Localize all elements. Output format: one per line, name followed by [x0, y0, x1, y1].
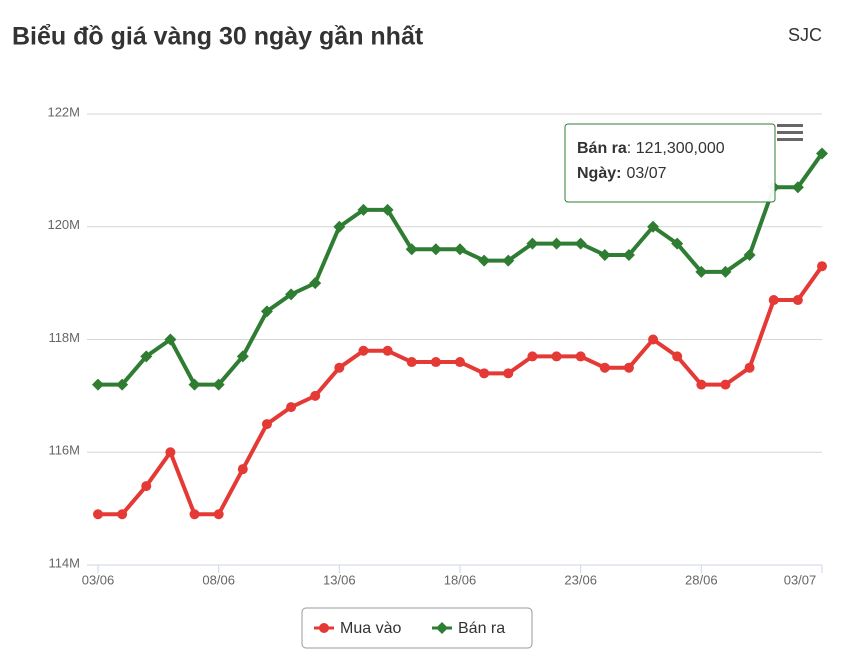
point — [744, 362, 755, 373]
x-tick-label: 13/06 — [323, 572, 356, 587]
tooltip-series: Bán ra — [577, 140, 627, 157]
point — [455, 357, 465, 368]
tooltip-line: Ngày: 03/07 — [577, 165, 667, 182]
tooltip-date: 03/07 — [626, 165, 666, 182]
x-tick-label: 23/06 — [564, 572, 597, 587]
point — [165, 447, 176, 458]
point — [406, 357, 417, 368]
point — [237, 464, 248, 475]
point — [623, 362, 634, 373]
point — [117, 509, 128, 520]
legend-label: Bán ra — [458, 620, 505, 637]
menu-icon[interactable] — [777, 124, 803, 141]
series-line — [98, 265, 824, 517]
point — [357, 203, 370, 216]
legend-marker — [319, 623, 329, 633]
point — [93, 509, 103, 520]
point — [358, 345, 369, 356]
x-tick-label: 03/07 — [784, 572, 817, 587]
point — [309, 277, 322, 290]
point — [817, 261, 827, 272]
point — [261, 419, 272, 430]
point — [188, 378, 201, 391]
point — [333, 220, 346, 233]
y-tick-label: 120M — [47, 217, 80, 232]
point — [454, 243, 466, 256]
point — [599, 362, 610, 373]
point — [164, 333, 177, 346]
x-tick-label: 28/06 — [685, 572, 718, 587]
point — [672, 351, 683, 362]
point — [382, 345, 393, 356]
point — [647, 220, 660, 233]
point — [719, 265, 732, 278]
point — [551, 351, 562, 362]
point — [503, 368, 514, 379]
point — [285, 288, 298, 301]
legend-marker — [436, 622, 448, 634]
point — [526, 237, 539, 250]
legend: Mua vào Bán ra — [301, 607, 533, 649]
tooltip: Bán ra: 121,300,000 Ngày: 03/07 — [564, 123, 776, 203]
point — [260, 305, 273, 318]
point — [743, 248, 756, 261]
y-tick-label: 122M — [47, 104, 80, 119]
tooltip-value: : 121,300,000 — [627, 140, 725, 157]
legend-label: Mua vào — [340, 620, 401, 637]
legend-box — [301, 607, 533, 649]
point — [574, 237, 587, 250]
y-tick-label: 114M — [48, 555, 80, 570]
point — [598, 248, 611, 261]
point — [286, 402, 297, 413]
point — [236, 350, 249, 363]
y-tick-label: 116M — [48, 443, 80, 458]
point — [816, 147, 828, 160]
point — [792, 295, 803, 306]
point — [213, 509, 224, 520]
chart-title: Biểu đồ giá vàng 30 ngày gần nhất — [12, 23, 424, 51]
tooltip-box — [564, 123, 776, 203]
point — [429, 243, 442, 256]
point — [381, 203, 394, 216]
point — [478, 254, 491, 267]
tooltip-date-label: Ngày: — [577, 165, 621, 182]
point — [695, 265, 708, 278]
point — [791, 181, 804, 194]
y-tick-label: 118M — [48, 330, 80, 345]
point — [430, 357, 441, 368]
point — [648, 334, 659, 345]
point — [696, 379, 707, 390]
point — [550, 237, 563, 250]
point — [310, 390, 321, 401]
point — [768, 295, 779, 306]
point — [116, 378, 129, 391]
point — [212, 378, 225, 391]
point — [502, 254, 515, 267]
point — [92, 378, 104, 391]
x-tick-label: 08/06 — [202, 572, 235, 587]
point — [405, 243, 418, 256]
point — [141, 481, 152, 492]
point — [527, 351, 538, 362]
point — [334, 362, 345, 373]
x-tick-label: 18/06 — [444, 572, 477, 587]
tooltip-line: Bán ra: 121,300,000 — [577, 140, 725, 157]
point — [671, 237, 684, 250]
point — [622, 248, 635, 261]
point — [720, 379, 731, 390]
point — [189, 509, 200, 520]
point — [140, 350, 153, 363]
x-tick-label: 03/06 — [82, 572, 115, 587]
subtitle: SJC — [788, 25, 822, 45]
point — [479, 368, 490, 379]
point — [575, 351, 586, 362]
